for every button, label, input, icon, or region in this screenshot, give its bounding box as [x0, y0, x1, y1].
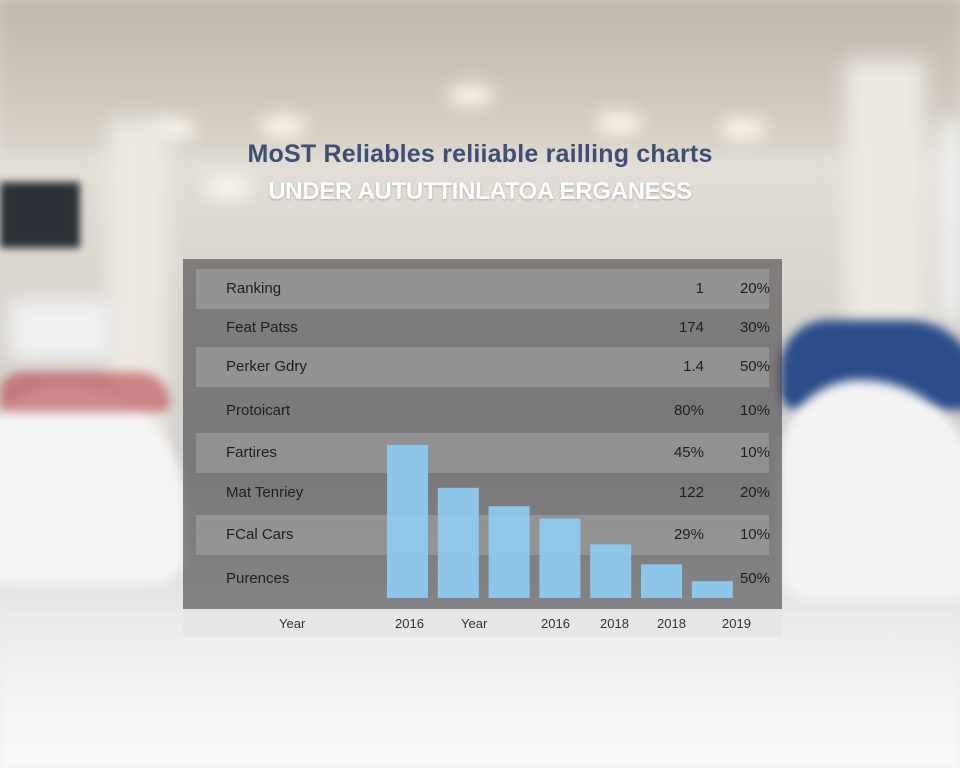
row-label: Purences	[226, 570, 290, 587]
table-row: Feat Patss 174 30%	[196, 308, 770, 348]
chart-title: MoST Reliables reliiable railling charts	[247, 140, 713, 168]
row-label: Mat Tenriey	[226, 484, 304, 501]
x-tick-label: Year	[461, 616, 488, 631]
row-label: Ranking	[226, 280, 282, 297]
row-label: Perker Gdry	[226, 358, 307, 375]
row-value-2: 10%	[739, 444, 770, 461]
row-value-1: 45%	[673, 444, 704, 461]
bar	[437, 487, 479, 598]
x-tick-label: 2016	[541, 616, 570, 631]
row-value-2: 50%	[739, 570, 770, 587]
table-row: Purences 50%	[196, 559, 770, 599]
chart-subtitle: UNDER AUTUTTINLATOA ERGANESS	[268, 178, 692, 205]
row-value-2: 10%	[739, 402, 770, 419]
x-tick-label: 2016	[395, 616, 424, 631]
row-label: Feat Patss	[226, 319, 298, 336]
table-row: FCal Cars 29% 10%	[196, 515, 770, 555]
table-panel: Ranking 1 20% Feat Patss 174 30% Perker …	[183, 259, 782, 637]
table-row: Mat Tenriey 122 20%	[196, 473, 770, 513]
table-row: Fartires 45% 10%	[196, 433, 770, 473]
bar	[641, 564, 682, 598]
row-label: Protoicart	[226, 402, 291, 419]
bar	[539, 518, 581, 598]
x-tick-label: 2018	[600, 616, 629, 631]
table-row: Ranking 1 20%	[196, 269, 770, 309]
row-value-1: 29%	[673, 526, 704, 543]
x-axis-labels: Year 2016 Year 2016 2018 2018 2019	[183, 609, 782, 637]
bar	[590, 544, 632, 598]
x-tick-label: 2018	[657, 616, 686, 631]
row-value-2: 10%	[739, 526, 770, 543]
row-value-2: 20%	[739, 484, 770, 501]
table-row: Perker Gdry 1.4 50%	[196, 347, 770, 387]
row-value-1: 1.4	[683, 358, 704, 375]
bar	[387, 445, 428, 598]
row-value-1: 174	[678, 319, 704, 336]
row-label: Fartires	[226, 444, 277, 461]
row-value-1: 1	[695, 280, 704, 297]
row-value-2: 50%	[739, 358, 770, 375]
x-tick-label: Year	[279, 616, 306, 631]
x-tick-label: 2019	[722, 616, 751, 631]
table-row: Protoicart 80% 10%	[196, 391, 770, 431]
row-value-1: 122	[678, 484, 704, 501]
bar	[691, 581, 733, 598]
bar-chart	[387, 445, 733, 598]
row-label: FCal Cars	[226, 526, 294, 543]
row-value-2: 30%	[739, 319, 770, 336]
bar	[488, 506, 530, 598]
row-value-2: 20%	[739, 280, 770, 297]
row-value-1: 80%	[673, 402, 704, 419]
